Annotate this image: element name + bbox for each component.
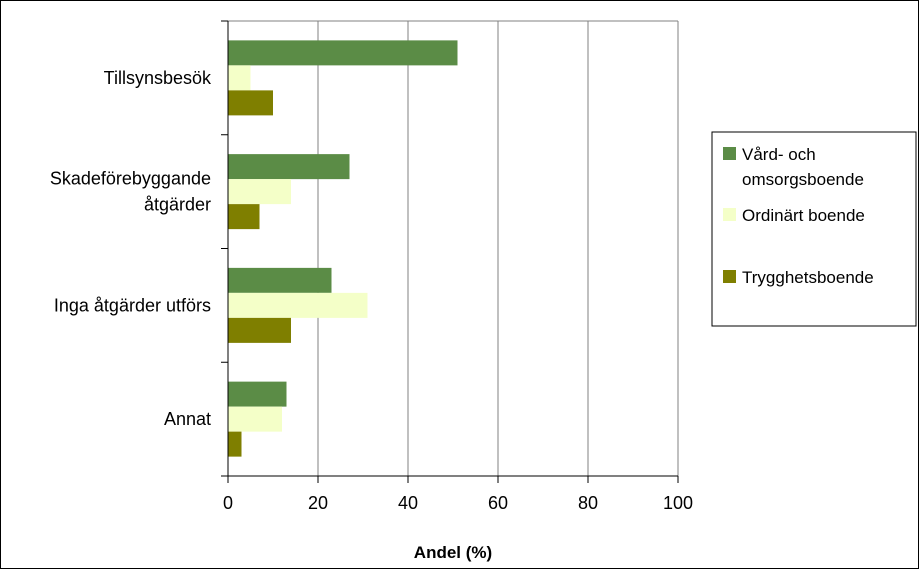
legend-box: [711, 131, 917, 327]
bar-1-2: [228, 154, 350, 180]
bar-1-4: [228, 381, 287, 407]
bar-2-1: [228, 65, 251, 91]
category-label-2-line-1: Skadeförebyggande: [50, 169, 211, 189]
x-tick-label-80: 80: [578, 493, 598, 513]
x-tick-label-100: 100: [663, 493, 693, 513]
legend-label-1-line-2: omsorgsboende: [742, 170, 864, 189]
x-tick-label-60: 60: [488, 493, 508, 513]
category-label-1: Tillsynsbesök: [104, 68, 212, 88]
bar-3-4: [228, 431, 242, 457]
x-tick-label-0: 0: [223, 493, 233, 513]
bar-2-2: [228, 179, 291, 205]
legend-swatch-3: [723, 270, 736, 283]
bar-2-3: [228, 292, 368, 318]
bar-3-1: [228, 90, 273, 116]
category-label-4: Annat: [164, 409, 211, 429]
x-tick-label-40: 40: [398, 493, 418, 513]
bar-2-4: [228, 406, 282, 432]
legend-label-3: Trygghetsboende: [742, 268, 874, 287]
legend-swatch-2: [723, 208, 736, 221]
bar-3-2: [228, 204, 260, 230]
category-label-2-line-2: åtgärder: [144, 195, 211, 215]
x-tick-label-20: 20: [308, 493, 328, 513]
plot-area: [228, 21, 678, 476]
legend-swatch-1: [723, 147, 736, 160]
x-axis-title: Andel (%): [414, 543, 492, 562]
legend-label-1-line-1: Vård- och: [742, 145, 816, 164]
bar-3-3: [228, 317, 291, 343]
bar-1-1: [228, 40, 458, 66]
legend-label-2: Ordinärt boende: [742, 206, 865, 225]
bar-1-3: [228, 267, 332, 293]
category-label-3: Inga åtgärder utförs: [54, 295, 211, 315]
